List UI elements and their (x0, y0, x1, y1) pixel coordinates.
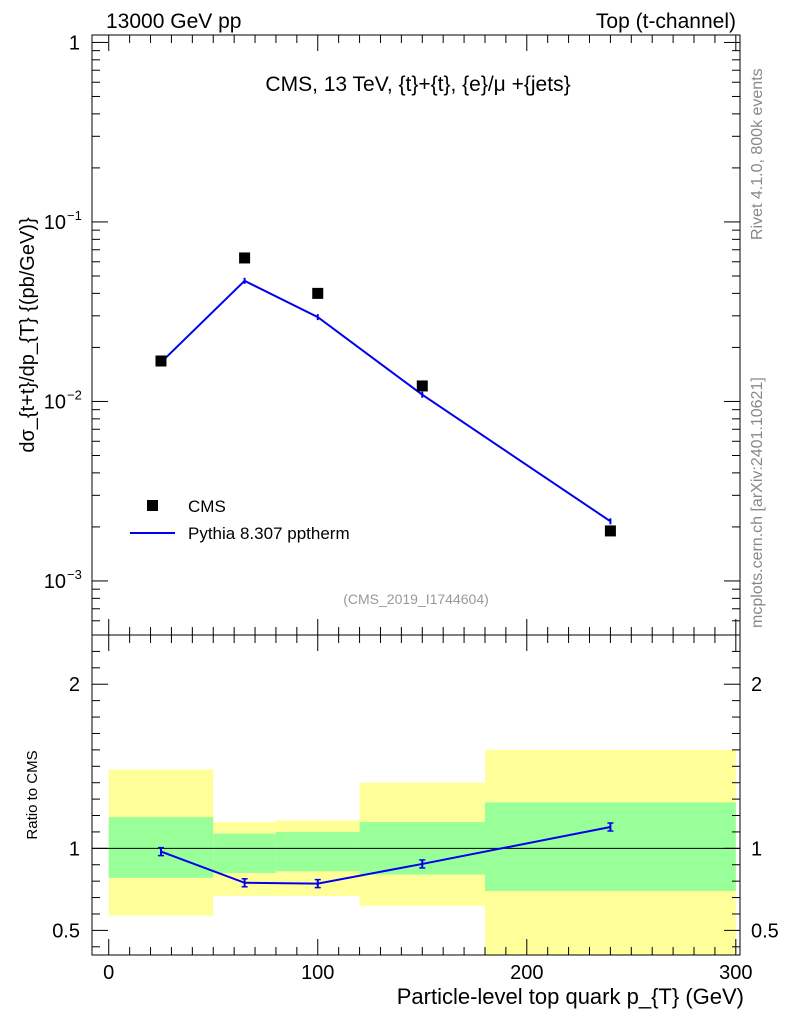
main-y-tick-label-0: 1 (69, 32, 80, 54)
cms-point (312, 287, 324, 299)
header-right: Top (t-channel) (596, 10, 736, 33)
cms-point (604, 525, 616, 537)
ratio-y-tick-label-left-0: 0.5 (52, 920, 80, 942)
x-tick-label-2: 200 (510, 962, 543, 984)
main-y-tick-label-3: 10 (44, 571, 66, 593)
ratio-y-tick-label-left-2: 2 (69, 674, 80, 696)
main-y-tick-label-1: 10 (44, 212, 66, 234)
legend-label-pythia: Pythia 8.307 pptherm (188, 524, 350, 543)
ratio-y-tick-label-right-1: 1 (751, 838, 762, 860)
x-tick-label-1: 100 (301, 962, 334, 984)
mcplots-label: mcplots.cern.ch [arXiv:2401.10621] (749, 377, 766, 628)
ratio-uncertainty-bands (108, 749, 736, 955)
ratio-y-tick-label-right-0: 0.5 (751, 920, 779, 942)
rivet-label: Rivet 4.1.0, 800k events (749, 68, 766, 240)
band-inner-1 (213, 833, 276, 873)
pythia-line (160, 279, 611, 523)
cms-point (239, 252, 251, 264)
legend: CMS Pythia 8.307 pptherm (130, 497, 350, 543)
main-y-axis-label: dσ_{t+t}/dp_{T} {(pb/GeV)} (17, 217, 39, 453)
x-axis-label: Particle-level top quark p_{T} (GeV) (397, 984, 744, 1009)
x-tick-label-0: 0 (103, 962, 114, 984)
chart-title: CMS, 13 TeV, {t}+{t}, {e}/μ +{jets} (265, 73, 570, 96)
main-y-tick-exponent-2: −2 (67, 387, 82, 402)
ratio-axis-ticks: 0.5 0.5 1 1 2 2 0 100 200 300 (52, 635, 779, 984)
band-inner-2 (275, 831, 360, 872)
ratio-panel-frame (91, 634, 741, 956)
ratio-y-axis-label: Ratio to CMS (24, 750, 41, 839)
ratio-y-tick-label-right-2: 2 (751, 674, 762, 696)
legend-label-cms: CMS (188, 497, 226, 516)
cms-point (416, 380, 428, 392)
legend-marker-cms (147, 500, 158, 511)
main-y-tick-exponent-1: −1 (67, 208, 82, 223)
ratio-y-tick-label-left-1: 1 (69, 838, 80, 860)
header-left: 13000 GeV pp (106, 10, 241, 33)
x-tick-label-3: 300 (719, 962, 752, 984)
main-axis-ticks: 110−110−210−3 (44, 32, 740, 636)
main-data-marks (155, 252, 616, 537)
cms-point (155, 355, 167, 367)
analysis-watermark: (CMS_2019_I1744604) (343, 591, 489, 607)
main-y-tick-exponent-3: −3 (67, 567, 82, 582)
band-inner-4 (484, 802, 736, 891)
ratio-data-marks (157, 822, 614, 889)
main-y-tick-label-2: 10 (44, 391, 66, 413)
